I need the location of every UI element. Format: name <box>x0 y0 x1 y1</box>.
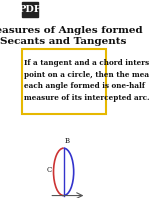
FancyBboxPatch shape <box>22 2 38 17</box>
Text: measure of its intercepted arc.: measure of its intercepted arc. <box>24 94 149 102</box>
Text: Secants and Tangents: Secants and Tangents <box>0 37 127 46</box>
Text: Measures of Angles formed: Measures of Angles formed <box>0 26 143 35</box>
Text: point on a circle, then the measure of: point on a circle, then the measure of <box>24 71 149 79</box>
Text: If a tangent and a chord intersect at a: If a tangent and a chord intersect at a <box>24 59 149 67</box>
FancyBboxPatch shape <box>22 49 106 114</box>
Text: C: C <box>47 166 52 174</box>
Text: each angle formed is one-half  the: each angle formed is one-half the <box>24 82 149 90</box>
Text: B: B <box>65 137 69 145</box>
Text: PDF: PDF <box>19 5 41 14</box>
